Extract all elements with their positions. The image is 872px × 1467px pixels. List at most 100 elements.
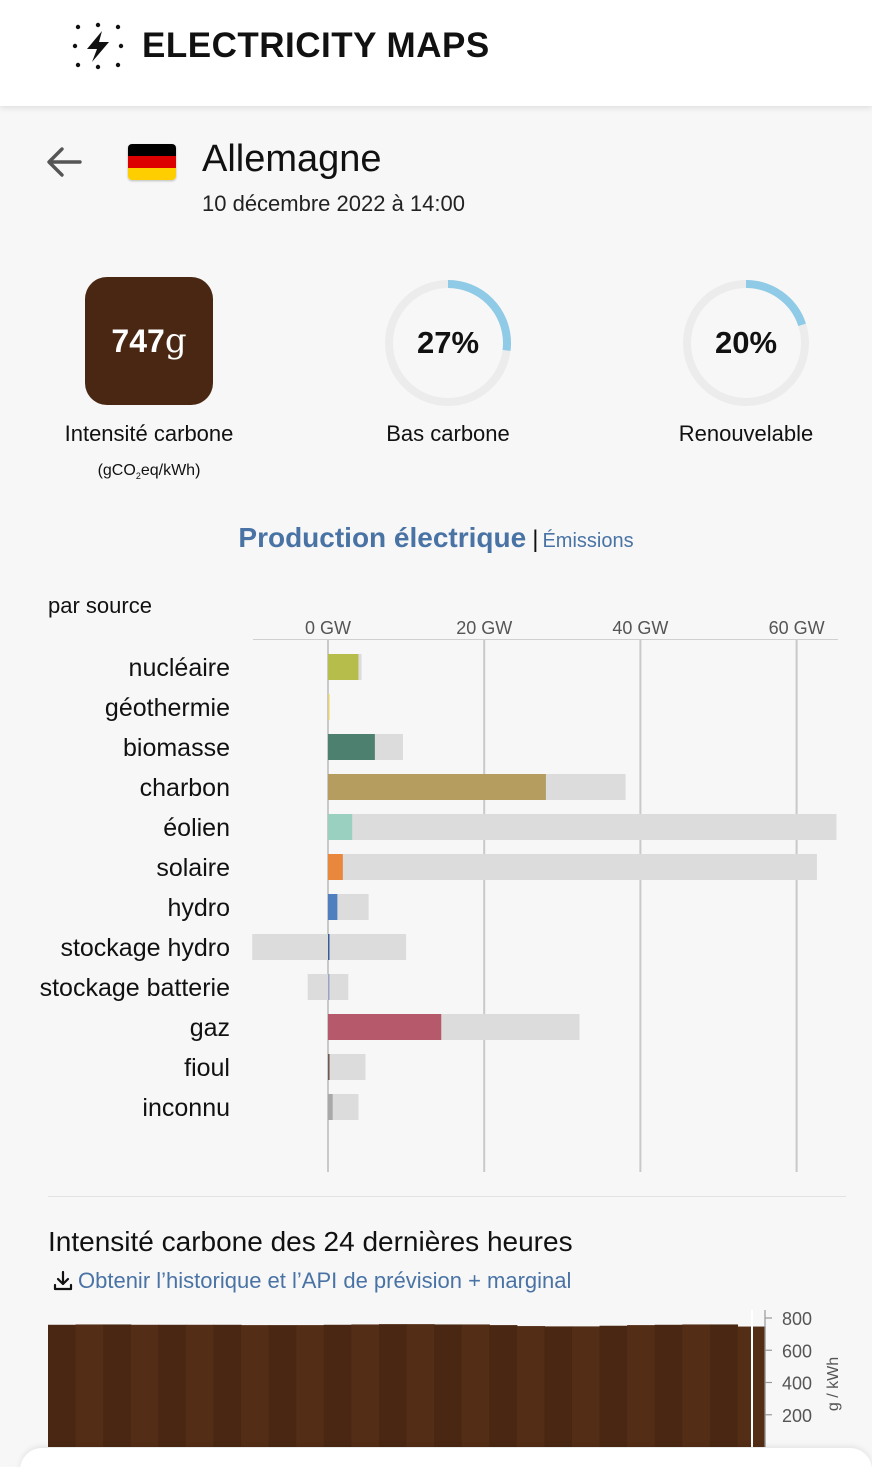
flag-stripe-bottom	[128, 168, 176, 180]
source-row[interactable]: solaire	[156, 854, 817, 882]
tab-emissions[interactable]: Émissions	[542, 530, 634, 552]
country-name: Allemagne	[202, 138, 382, 180]
history-bar[interactable]	[378, 1324, 408, 1447]
source-row[interactable]: éolien	[163, 814, 837, 842]
source-label: éolien	[163, 814, 230, 842]
top-bar: ELECTRICITY MAPS	[0, 0, 872, 106]
renewable-value: 20%	[714, 325, 778, 360]
history-bar[interactable]	[268, 1325, 297, 1447]
history-bar[interactable]	[599, 1325, 628, 1447]
low-carbon-label: Bas carbone	[386, 421, 510, 446]
history-bar[interactable]	[571, 1326, 601, 1447]
source-label: biomasse	[123, 734, 230, 762]
history-bar[interactable]	[241, 1325, 270, 1447]
renewable-gauge[interactable]	[680, 277, 812, 409]
tick-label: 20 GW	[456, 618, 512, 638]
source-row[interactable]: charbon	[140, 774, 626, 802]
capacity-bar	[328, 854, 817, 880]
zone-datetime: 10 décembre 2022 à 14:00	[202, 191, 465, 216]
history-bar[interactable]	[185, 1324, 215, 1447]
source-row[interactable]: biomasse	[123, 734, 403, 762]
low-carbon-value: 27%	[416, 325, 480, 360]
source-label: solaire	[156, 854, 230, 882]
carbon-intensity-unit: g	[164, 321, 187, 361]
tick-label: 40 GW	[612, 618, 668, 638]
tick-label: 0 GW	[305, 618, 351, 638]
history-bar[interactable]	[48, 1324, 77, 1447]
y-tick-label: 600	[782, 1341, 812, 1361]
history-bar[interactable]	[627, 1325, 656, 1447]
production-bar	[328, 734, 375, 760]
production-bar	[328, 654, 359, 680]
capacity-bar	[328, 814, 837, 840]
source-row[interactable]: stockage hydro	[60, 934, 407, 962]
production-chart: 0 GW 20 GW 40 GW 60 GW nucléaire géothermie b…	[40, 618, 838, 1172]
history-bar[interactable]	[489, 1325, 518, 1447]
history-bar[interactable]	[213, 1324, 242, 1447]
history-bar[interactable]	[158, 1324, 187, 1447]
flag-stripe-top	[128, 144, 176, 156]
history-bar[interactable]	[682, 1324, 711, 1447]
y-tick-label: 800	[782, 1309, 812, 1329]
breakdown-label: par source	[48, 593, 152, 618]
source-row[interactable]: nucléaire	[129, 654, 362, 682]
carbon-intensity-value: 747	[111, 322, 165, 359]
source-label: inconnu	[142, 1094, 230, 1122]
production-bar	[328, 814, 353, 840]
source-row[interactable]: hydro	[167, 894, 369, 922]
source-label: hydro	[167, 894, 230, 922]
renewable-label: Renouvelable	[678, 421, 814, 446]
production-bar	[328, 1014, 442, 1040]
carbon-intensity-badge[interactable]: 747 g	[85, 277, 213, 405]
source-label: nucléaire	[129, 654, 230, 682]
history-title: Intensité carbone des 24 dernières heure…	[48, 1226, 573, 1257]
production-bar	[328, 974, 330, 1000]
source-row[interactable]: stockage batterie	[40, 974, 349, 1002]
tab-separator: |	[532, 526, 539, 553]
source-row[interactable]: fioul	[184, 1054, 366, 1082]
tab-production[interactable]: Production électrique	[238, 522, 527, 553]
source-label: stockage hydro	[60, 934, 230, 962]
y-tick-label: 400	[782, 1374, 812, 1394]
history-bar[interactable]	[461, 1324, 490, 1447]
app-title: ELECTRICITY MAPS	[142, 26, 490, 65]
production-bar	[328, 1054, 330, 1080]
low-carbon-gauge[interactable]	[382, 277, 514, 409]
section-divider	[48, 1196, 846, 1197]
history-bar[interactable]	[323, 1324, 352, 1447]
chart-tabs: Production électrique | Émissions	[0, 522, 872, 554]
history-bar[interactable]	[654, 1324, 683, 1447]
production-bar	[328, 854, 343, 880]
history-api-link[interactable]: Obtenir l’historique et l’API de prévisi…	[52, 1268, 571, 1294]
history-bar[interactable]	[296, 1325, 325, 1447]
history-bar[interactable]	[406, 1324, 435, 1447]
source-label: gaz	[190, 1014, 230, 1042]
source-row[interactable]: inconnu	[142, 1094, 359, 1122]
download-icon	[53, 1270, 73, 1291]
history-bar[interactable]	[75, 1324, 104, 1447]
source-label: fioul	[184, 1054, 230, 1082]
y-tick-label: 200	[782, 1406, 812, 1426]
lightning-bolt-icon[interactable]	[72, 22, 124, 70]
capacity-bar	[328, 1054, 366, 1080]
tick-label: 60 GW	[769, 618, 825, 638]
history-bar[interactable]	[103, 1324, 132, 1447]
source-row[interactable]: géothermie	[105, 694, 330, 722]
source-label: stockage batterie	[40, 974, 230, 1002]
source-label: géothermie	[105, 694, 230, 722]
bottom-sheet[interactable]	[20, 1448, 872, 1467]
production-bar	[328, 894, 338, 920]
history-bar[interactable]	[516, 1326, 545, 1447]
history-bar[interactable]	[351, 1324, 380, 1447]
y-axis-label: g / kWh	[825, 1357, 842, 1411]
history-chart[interactable]: 800 600 400 200 g / kWh	[0, 1300, 872, 1467]
history-bar[interactable]	[709, 1324, 739, 1447]
history-bar[interactable]	[434, 1324, 463, 1447]
history-bar[interactable]	[544, 1326, 573, 1447]
flag-stripe-middle	[128, 156, 176, 168]
back-arrow-icon[interactable]	[44, 142, 84, 182]
source-row[interactable]: gaz	[190, 1014, 580, 1042]
production-bar	[328, 1094, 333, 1120]
history-bar[interactable]	[130, 1324, 159, 1447]
carbon-intensity-unit-label: (gCO2eq/kWh)	[97, 462, 201, 482]
